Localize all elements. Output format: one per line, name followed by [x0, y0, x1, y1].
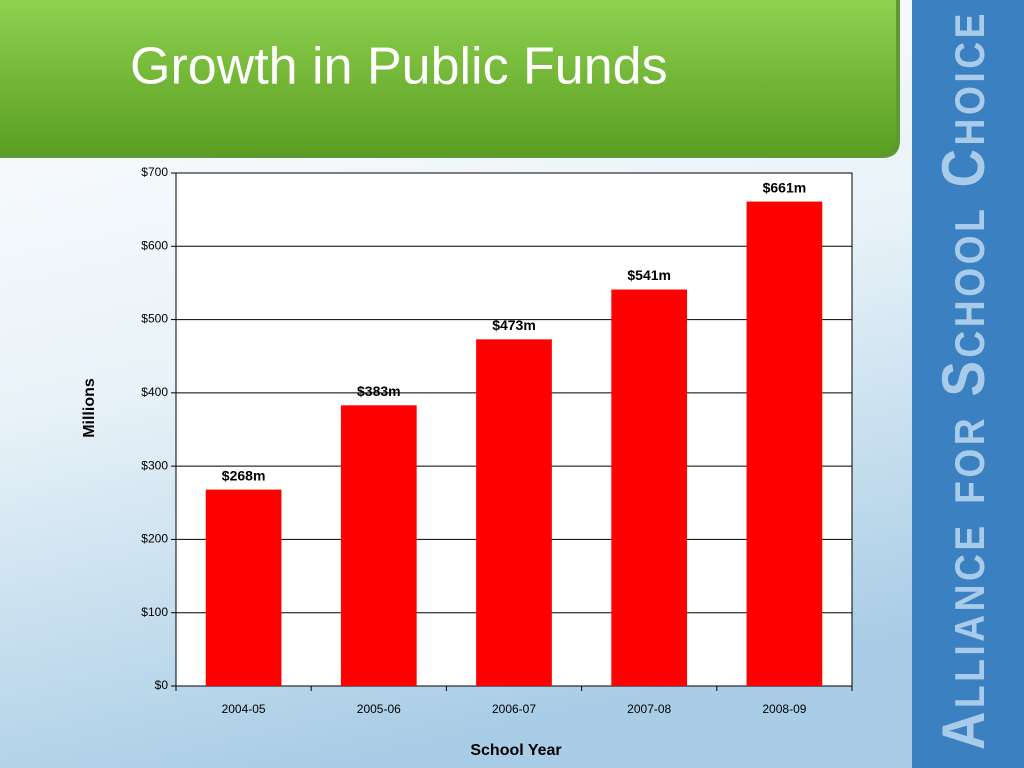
- y-axis-title: Millions: [81, 378, 98, 438]
- value-label: $268m: [222, 467, 266, 483]
- x-tick-label: 2008-09: [762, 702, 806, 716]
- value-label: $383m: [357, 383, 401, 399]
- bar: [746, 201, 823, 686]
- x-tick-label: 2004-05: [222, 702, 266, 716]
- y-tick-label: $200: [141, 532, 168, 546]
- y-tick-label: $600: [141, 238, 168, 252]
- value-label: $541m: [627, 267, 671, 283]
- x-tick-label: 2006-07: [492, 702, 536, 716]
- y-tick-label: $400: [141, 385, 168, 399]
- y-tick-label: $0: [155, 678, 169, 692]
- sidebar: [912, 0, 1024, 768]
- x-tick-label: 2007-08: [627, 702, 671, 716]
- value-label: $473m: [492, 317, 536, 333]
- header: [0, 0, 896, 154]
- chart-title: Growth in Public Funds: [130, 38, 668, 96]
- bar: [611, 289, 688, 686]
- x-axis-title: School Year: [470, 742, 561, 759]
- bar: [340, 405, 417, 686]
- x-tick-label: 2005-06: [357, 702, 401, 716]
- brand: Alliance for School Choice: [930, 10, 997, 750]
- y-tick-label: $700: [141, 165, 168, 179]
- y-tick-label: $100: [141, 605, 168, 619]
- y-tick-label: $500: [141, 312, 168, 326]
- bar: [476, 339, 552, 686]
- value-label: $661m: [763, 179, 807, 195]
- bar: [205, 489, 282, 686]
- y-tick-label: $300: [141, 458, 168, 472]
